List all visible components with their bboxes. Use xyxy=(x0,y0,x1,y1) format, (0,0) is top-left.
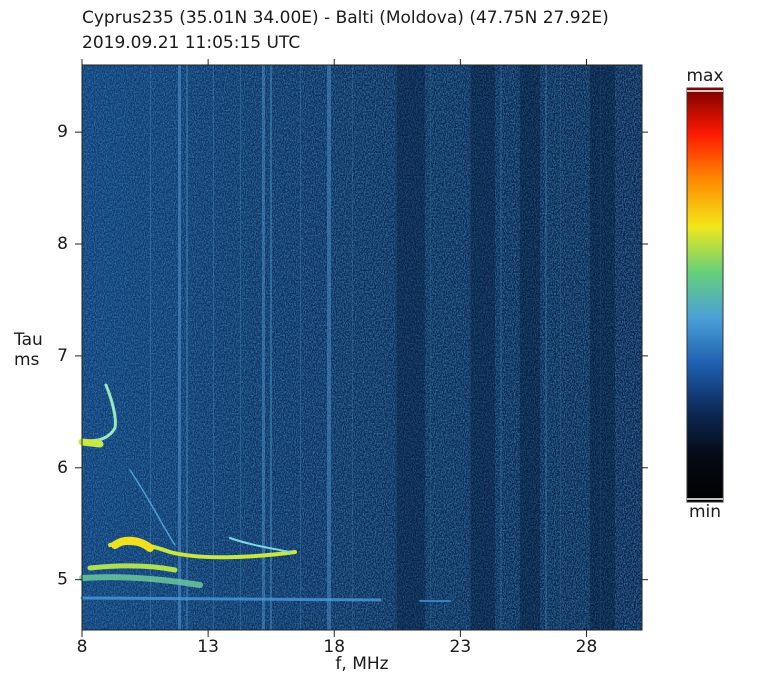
stripe xyxy=(300,65,301,630)
plot-area xyxy=(82,65,642,630)
x-tick-label: 28 xyxy=(576,637,598,657)
title-line: 2019.09.21 11:05:15 UTC xyxy=(82,33,300,53)
x-tick-label: 8 xyxy=(77,637,88,657)
stripe xyxy=(500,65,502,630)
y-tick-label: 6 xyxy=(57,458,68,478)
spectrogram-image xyxy=(82,65,642,630)
x-tick-label: 18 xyxy=(323,637,345,657)
stripe xyxy=(270,65,272,630)
stripe xyxy=(186,65,188,630)
stripe xyxy=(213,65,214,630)
title-line: Cyprus235 (35.01N 34.00E) - Balti (Moldo… xyxy=(82,8,609,28)
stripe xyxy=(240,65,241,630)
stripe xyxy=(262,65,265,630)
x-tick-label: 13 xyxy=(197,637,219,657)
y-tick-label: 5 xyxy=(57,570,68,590)
colorbar-max-label: max xyxy=(686,66,723,86)
stripe xyxy=(327,65,331,630)
y-axis-label: Tau xyxy=(13,330,43,350)
stripe xyxy=(430,65,431,630)
stripe xyxy=(352,65,353,630)
y-tick-label: 9 xyxy=(57,122,68,142)
dark-band xyxy=(470,65,495,630)
chart: Cyprus235 (35.01N 34.00E) - Balti (Moldo… xyxy=(0,0,761,679)
stripe xyxy=(560,65,561,630)
colorbar-min-label: min xyxy=(689,502,721,522)
x-axis-label: f, MHz xyxy=(335,654,388,674)
stripe xyxy=(545,65,547,630)
y-tick-label: 8 xyxy=(57,234,68,254)
y-tick-label: 7 xyxy=(57,346,68,366)
x-tick-label: 23 xyxy=(450,637,472,657)
colorbar xyxy=(687,88,723,502)
dark-band xyxy=(590,65,615,630)
dark-band xyxy=(520,65,540,630)
y-axis-label: ms xyxy=(14,350,40,370)
dark-band xyxy=(395,65,425,630)
stripe xyxy=(178,65,181,630)
